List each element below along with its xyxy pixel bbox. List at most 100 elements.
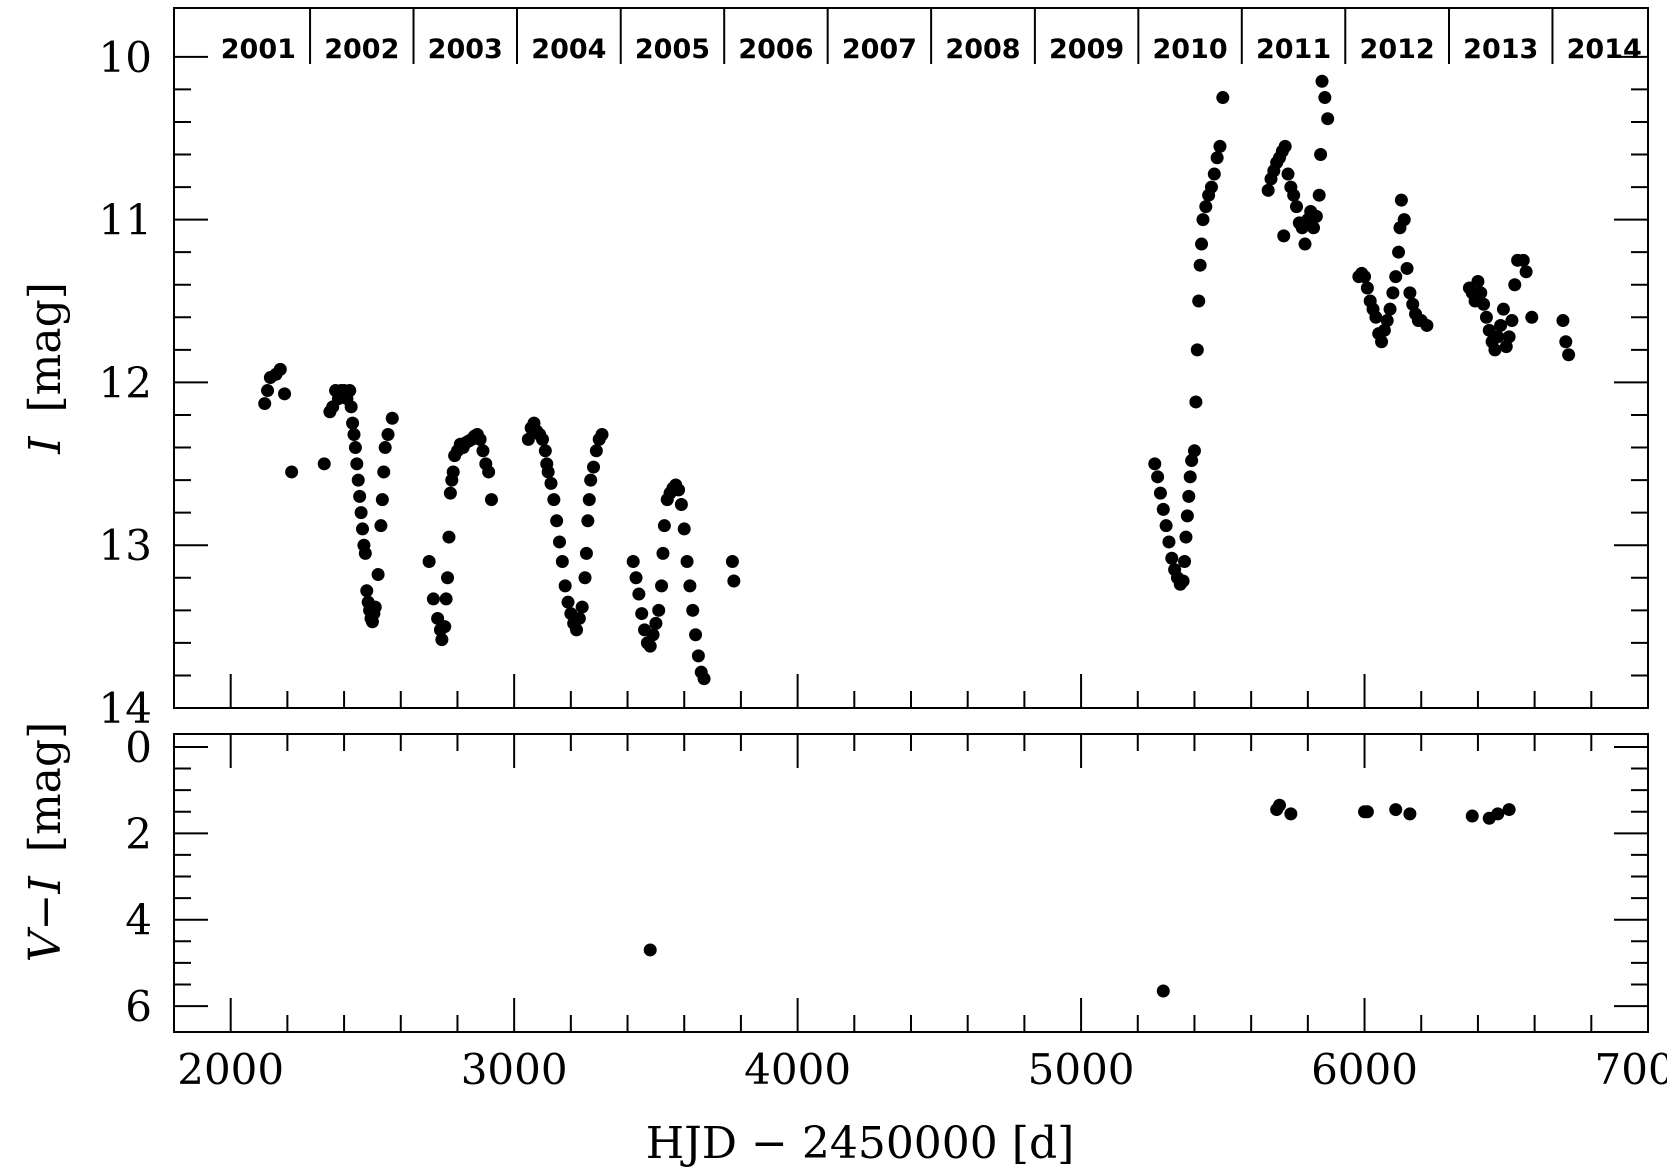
data-point [1360,281,1374,295]
data-point [1210,151,1224,165]
data-point [1502,330,1516,344]
data-point [1195,237,1209,251]
axis-labels: I [mag] V−I [mag] HJD − 2450000 [d] [20,282,1074,1169]
y-tick-label: 6 [125,982,152,1031]
data-point [1309,209,1323,223]
data-point [1165,551,1179,565]
year-label: 2001 [221,34,296,65]
data-point [343,384,357,398]
data-point [555,554,569,568]
data-point [1151,470,1165,484]
data-point [626,554,640,568]
data-point [561,595,575,609]
data-point [360,584,374,598]
data-point [1477,297,1491,311]
data-point [652,603,666,617]
data-point [680,554,694,568]
data-point [1162,535,1176,549]
data-point [1496,302,1510,316]
data-point [689,628,703,642]
data-point [1508,278,1522,292]
x-tick-label: 7000 [1595,1045,1667,1094]
data-point [1189,395,1203,409]
data-point [1307,221,1321,235]
data-point [1321,112,1335,126]
data-point [1491,807,1505,821]
data-point [317,457,331,471]
data-point [443,486,457,500]
data-point [1290,200,1304,214]
data-point [261,384,275,398]
data-point [1156,502,1170,516]
data-point [1389,270,1403,284]
year-label: 2005 [635,34,710,65]
data-point [536,432,549,446]
data-point [1278,139,1292,153]
y-tick-label: 13 [99,521,152,570]
data-point [435,633,449,647]
year-label: 2003 [428,34,503,65]
x-tick-label: 6000 [1311,1045,1418,1094]
data-point [1360,805,1374,819]
data-point [589,444,603,458]
data-point [578,571,592,585]
plot-frame [173,7,1649,709]
data-point [1375,335,1389,349]
data-point [1491,330,1505,344]
data-point [1261,183,1275,197]
data-point [655,579,669,593]
data-point [553,535,567,549]
data-point [683,579,697,593]
data-point [273,362,287,376]
data-point [348,441,362,455]
data-point [544,476,558,490]
data-point [1185,454,1199,468]
data-point [1287,188,1301,202]
data-point [1314,148,1328,162]
data-point [1562,348,1576,362]
data-point [378,441,392,455]
top-y-axis-label: I [mag] [20,282,71,455]
data-point [1213,139,1227,153]
data-point [657,519,671,533]
year-label: 2002 [324,34,399,65]
data-point [691,649,705,663]
data-point [672,483,686,497]
x-tick-label: 3000 [461,1045,568,1094]
data-point [1465,809,1479,823]
data-point [371,568,385,582]
data-point [1516,253,1530,267]
data-point [1505,314,1519,328]
data-point [1525,310,1539,324]
data-point [582,493,596,507]
data-point [439,592,453,606]
data-point [1397,213,1411,227]
data-point [1380,314,1394,328]
data-point [353,489,367,503]
year-label: 2007 [842,34,917,65]
data-point [550,514,564,528]
data-point [1281,167,1295,181]
data-point [1383,302,1397,316]
data-point [1207,167,1221,181]
data-point [1156,984,1170,998]
data-point [344,400,358,414]
data-point [482,465,496,479]
data-point [1192,294,1206,308]
bottom-y-axis-label: V−I [mag] [20,722,71,963]
data-point [1377,323,1391,337]
data-point [635,607,649,621]
data-point [656,546,670,560]
data-point [1190,343,1204,357]
data-point [1556,314,1570,328]
bottom-panel: 0 2 4 6 2000 3000 4000 5000 6000 7000 [125,723,1667,1094]
data-point [1179,530,1193,544]
data-point [697,672,711,686]
y-tick-label: 0 [125,723,152,772]
data-point [358,546,372,560]
data-point [1519,265,1533,279]
year-label: 2006 [738,34,813,65]
data-point [677,522,691,536]
year-label: 2009 [1049,34,1124,65]
data-point [584,473,598,487]
